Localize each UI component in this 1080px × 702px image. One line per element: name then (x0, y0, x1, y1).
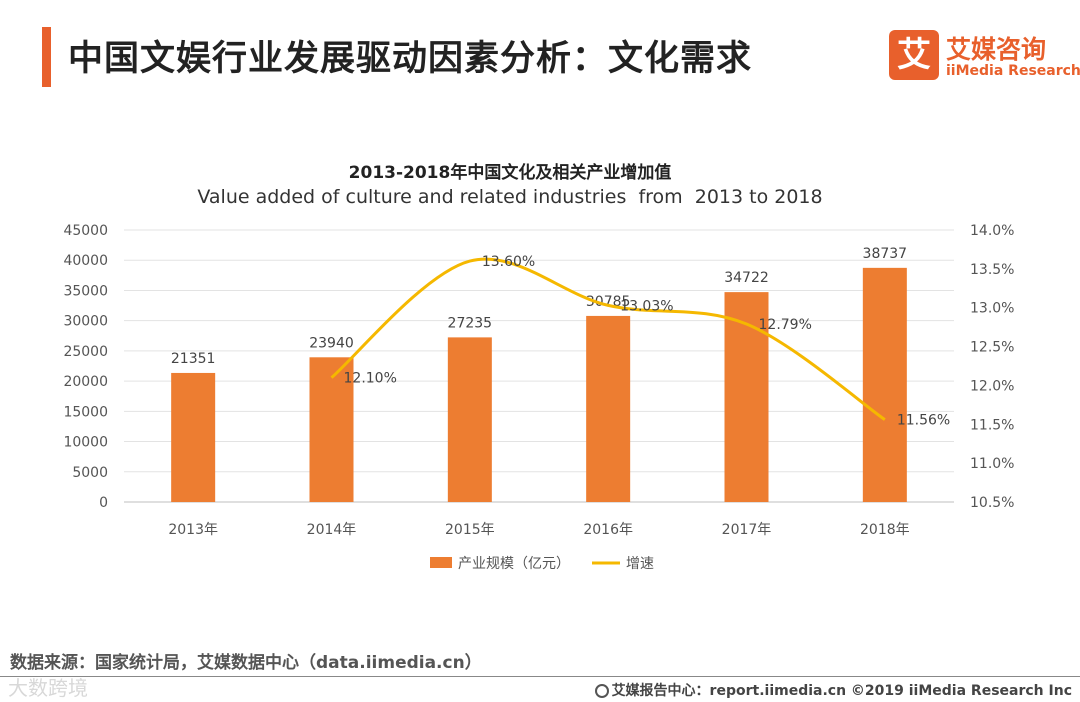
y-right-tick-label: 12.0% (970, 378, 1014, 394)
bar (171, 372, 216, 502)
chart-subtitle: Value added of culture and related indus… (197, 186, 822, 208)
legend-line-label: 增速 (626, 556, 654, 572)
y-left-tick-label: 20000 (63, 374, 108, 390)
y-left-tick-label: 15000 (63, 404, 108, 420)
bar-value-label: 21351 (171, 351, 216, 367)
y-right-tick-label: 10.5% (970, 495, 1014, 511)
chart-axes: 0 5000 10000 15000 20000 25000 30000 35000 40000… (63, 223, 1014, 538)
y-right-tick-label: 14.0% (970, 223, 1014, 239)
x-tick-label: 2017年 (722, 522, 772, 538)
y-left-tick-label: 10000 (63, 435, 108, 451)
bar-value-label: 34722 (724, 270, 769, 286)
legend-bar-swatch (430, 557, 452, 568)
y-left-tick-label: 35000 (63, 283, 108, 299)
y-right-tick-label: 13.0% (970, 301, 1014, 317)
y-right-tick-label: 11.0% (970, 456, 1014, 472)
bar-value-label: 27235 (448, 315, 493, 331)
x-tick-label: 2016年 (583, 522, 633, 538)
data-source: 数据来源：国家统计局，艾媒数据中心（data.iimedia.cn） (10, 653, 482, 673)
y-left-tick-label: 45000 (63, 223, 108, 239)
y-left-tick-label: 25000 (63, 344, 108, 360)
y-right-tick-label: 11.5% (970, 417, 1014, 433)
chart-svg: 2013-2018年中国文化及相关产业增加值 Value added of cu… (63, 162, 1014, 572)
logo-name-cn: 艾媒咨询 (946, 35, 1047, 64)
y-right-tick-label: 12.5% (970, 340, 1014, 356)
chart-legend: 产业规模（亿元） 增速 (430, 556, 654, 572)
title-accent-bar (42, 27, 51, 87)
page-title: 中国文娱行业发展驱动因素分析：文化需求 (68, 39, 753, 79)
y-left-tick-label: 5000 (72, 465, 108, 481)
x-tick-label: 2014年 (307, 522, 357, 538)
y-right-tick-label: 13.5% (970, 262, 1014, 278)
line-series: 12.10% 13.60% 13.03% 12.79% 11.56% (330, 254, 950, 429)
footer-text: 艾媒报告中心：report.iimedia.cn ©2019 iiMedia R… (611, 683, 1072, 699)
globe-icon (594, 684, 609, 698)
line-value-label: 13.60% (482, 254, 535, 270)
x-tick-label: 2015年 (445, 522, 495, 538)
logo-name-en: iiMedia Research (946, 63, 1080, 79)
brand-logo: 艾 艾媒咨询 iiMedia Research (889, 30, 1080, 82)
bar (309, 357, 354, 502)
growth-line (330, 257, 886, 421)
bar (586, 315, 631, 502)
footer: 艾媒报告中心：report.iimedia.cn ©2019 iiMedia R… (594, 680, 1072, 700)
chart-title: 2013-2018年中国文化及相关产业增加值 (349, 162, 672, 183)
bar (447, 337, 492, 502)
y-left-tick-label: 30000 (63, 314, 108, 330)
watermark: 大数跨境 (8, 676, 88, 700)
line-value-label: 13.03% (620, 298, 673, 314)
chart-grid (124, 229, 954, 503)
x-tick-label: 2018年 (860, 522, 910, 538)
y-left-tick-label: 0 (99, 495, 108, 511)
y-left-tick-label: 40000 (63, 253, 108, 269)
bar (724, 292, 769, 502)
logo-mark: 艾 (889, 30, 939, 80)
line-value-label: 12.79% (759, 317, 812, 333)
bar-value-label: 23940 (309, 335, 354, 351)
legend-bar-label: 产业规模（亿元） (458, 556, 570, 572)
footer-divider (0, 676, 1080, 677)
bar-value-label: 38737 (863, 246, 908, 262)
line-value-label: 12.10% (344, 371, 397, 387)
bar (862, 267, 907, 502)
line-value-label: 11.56% (897, 413, 950, 429)
x-tick-label: 2013年 (168, 522, 218, 538)
